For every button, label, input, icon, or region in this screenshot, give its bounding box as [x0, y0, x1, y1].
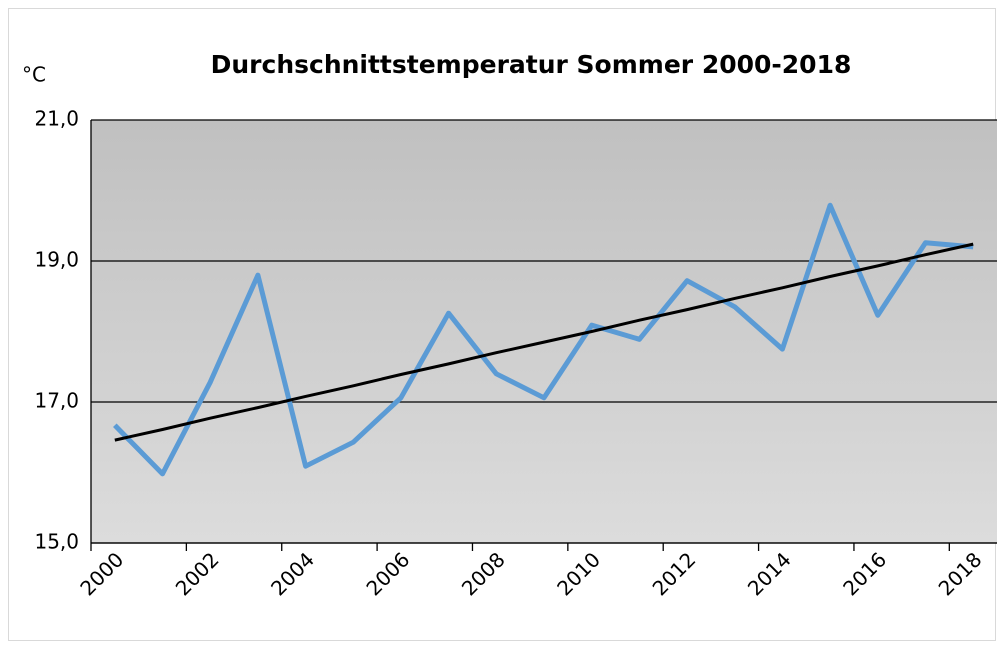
y-unit: °C	[22, 63, 46, 87]
data-line	[113, 202, 974, 477]
y-tick-label: 15,0	[34, 530, 79, 554]
y-tick-label: 17,0	[34, 389, 79, 413]
plot-area	[91, 120, 997, 543]
y-tick-label: 21,0	[34, 107, 79, 131]
chart-title: Durchschnittstemperatur Sommer 2000-2018	[211, 50, 852, 79]
trend-line	[114, 242, 974, 442]
y-tick-label: 19,0	[34, 248, 79, 272]
